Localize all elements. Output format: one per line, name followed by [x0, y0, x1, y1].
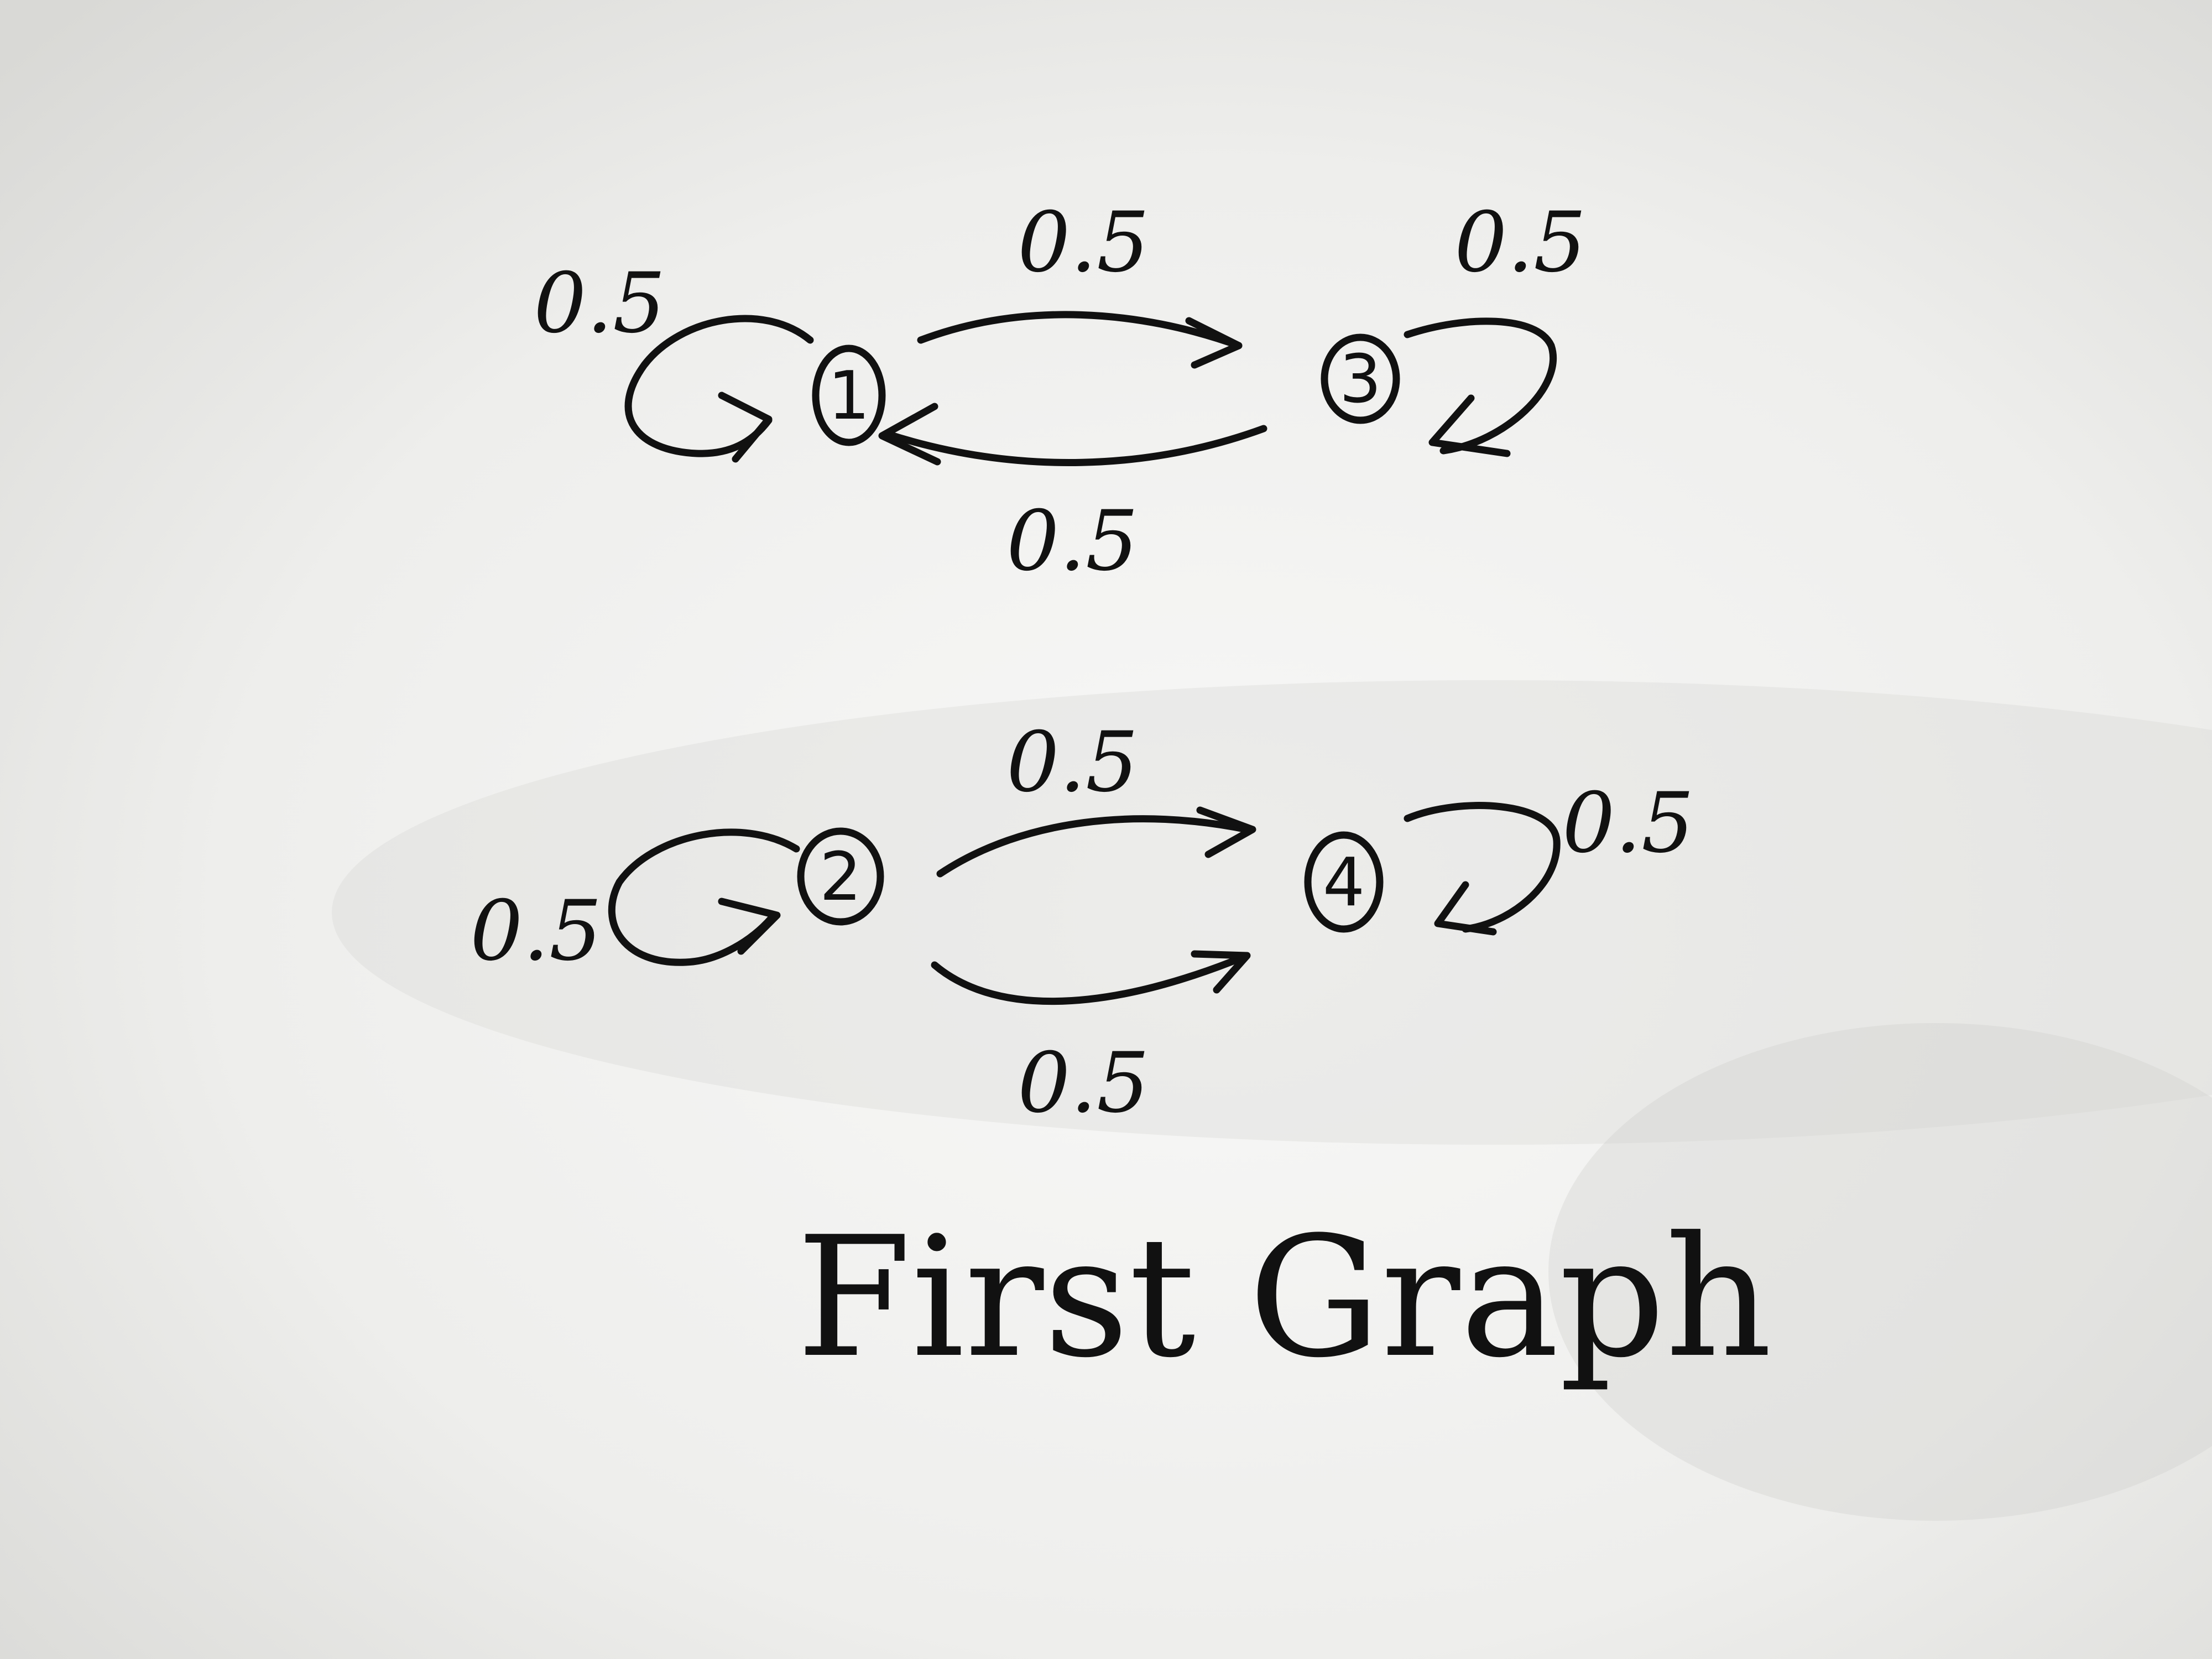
node-1-label: 1 — [828, 358, 870, 435]
edge-3-1-weight: 0.5 — [1006, 493, 1139, 589]
loop-4-weight: 0.5 — [1562, 775, 1694, 872]
graph-caption: First Graph — [796, 1201, 1772, 1394]
edge-1-3-weight: 0.5 — [1018, 195, 1150, 291]
loop-2-weight: 0.5 — [470, 883, 602, 979]
node-3-label: 3 — [1339, 341, 1381, 418]
node-2-label: 2 — [820, 839, 862, 916]
edge-2-4-upper-weight: 0.5 — [1006, 714, 1139, 811]
node-4-label: 4 — [1323, 844, 1365, 921]
edge-2-4-lower-weight: 0.5 — [1018, 1035, 1150, 1131]
loop-1-weight: 0.5 — [534, 255, 666, 352]
loop-3-weight: 0.5 — [1454, 195, 1587, 291]
